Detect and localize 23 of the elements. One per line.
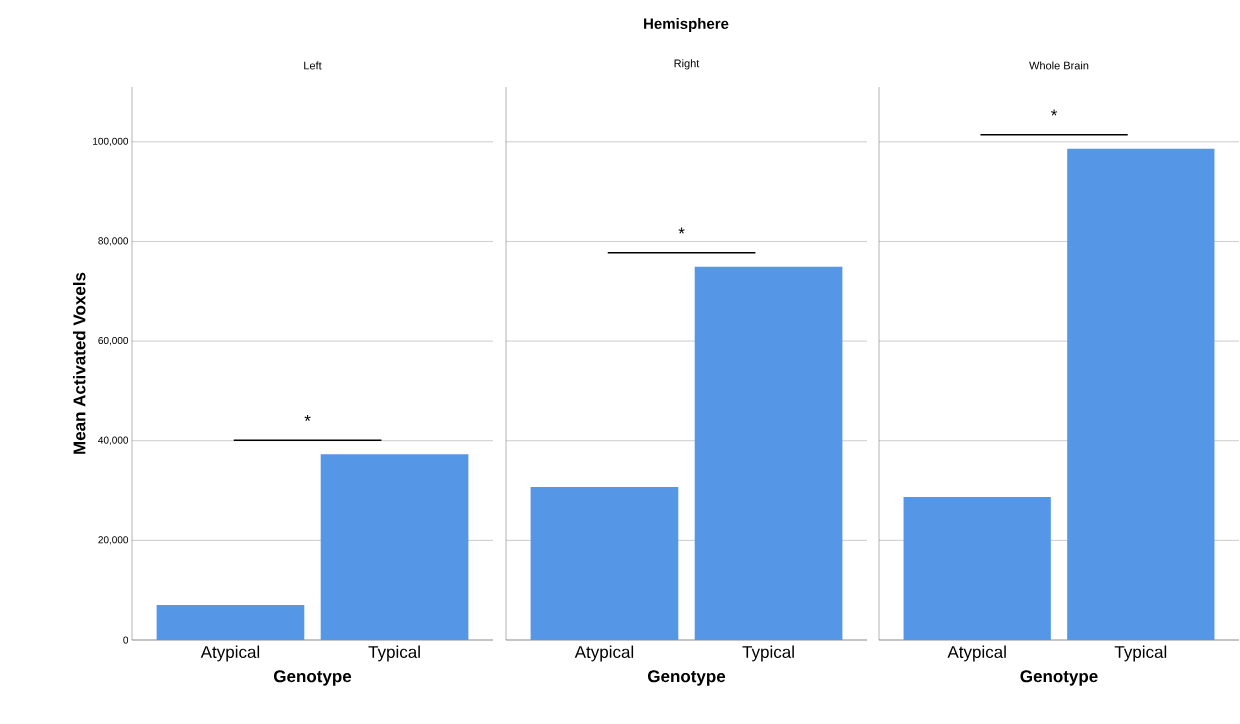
annotation: * [1051, 109, 1058, 116]
x-tick-label: Atypical [947, 645, 1006, 662]
y-tick-label: 0 [123, 636, 129, 644]
x-tick-label: Atypical [574, 645, 634, 662]
y-tick-label: 60,000 [98, 336, 129, 346]
annotation: * [304, 414, 311, 421]
chart-subtitle: Right [674, 59, 700, 70]
x-tick-label: Typical [368, 645, 420, 662]
y-axis-title: Mean Activated Voxels [72, 272, 86, 454]
x-axis-title: Genotype [647, 670, 726, 686]
y-tick-label: 80,000 [98, 237, 129, 246]
chart-subtitle: Left [304, 61, 322, 70]
y-tick-label: 100,000 [93, 137, 129, 146]
y-tick-label: 20,000 [98, 536, 129, 545]
annotation: * [678, 227, 685, 234]
x-axis-title: Genotype [1020, 670, 1098, 686]
x-tick-label: Typical [742, 645, 794, 662]
y-tick-label: 40,000 [98, 436, 129, 445]
chart-subtitle: Whole Brain [1029, 61, 1089, 70]
x-tick-label: Typical [1114, 645, 1167, 662]
chart-title: Hemisphere [644, 18, 729, 32]
x-axis-title: Genotype [273, 670, 352, 686]
x-tick-label: Atypical [200, 645, 260, 662]
